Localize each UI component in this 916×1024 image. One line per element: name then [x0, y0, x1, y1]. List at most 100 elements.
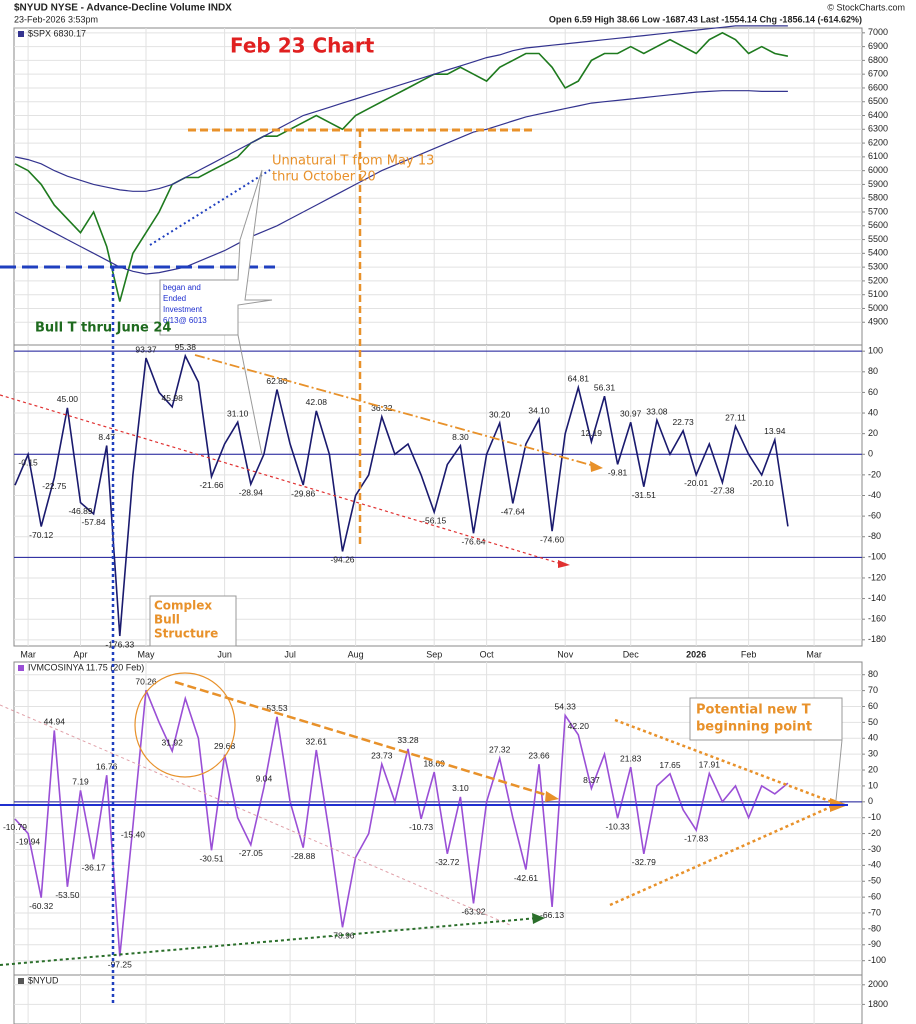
panel-frame — [13, 974, 863, 1024]
data-label: -46.89 — [68, 506, 92, 516]
data-label: 56.31 — [594, 382, 616, 392]
y-tick-label: -80 — [868, 923, 881, 933]
x-tick-label: Sep — [426, 649, 442, 659]
data-label: 42.08 — [306, 397, 328, 407]
header-quote: Open 6.59 High 38.66 Low -1687.43 Last -… — [549, 14, 862, 24]
annotation-line — [614, 718, 841, 807]
data-label: -63.92 — [461, 907, 485, 917]
y-tick-label: 80 — [868, 366, 878, 376]
data-label: -76.64 — [461, 537, 485, 547]
data-label: 30.20 — [489, 409, 511, 419]
data-label: -94.26 — [330, 555, 354, 565]
y-tick-label: 6100 — [868, 151, 888, 161]
band-line — [14, 90, 788, 275]
y-tick-label: -30 — [868, 844, 881, 854]
annotation-text: thru October 20 — [272, 170, 376, 185]
annotation-line — [0, 394, 566, 566]
annotation-text: began and — [163, 283, 201, 292]
y-tick-label: 70 — [868, 685, 878, 695]
arrow-head — [532, 913, 545, 924]
y-tick-label: 6200 — [868, 137, 888, 147]
data-label: 33.08 — [646, 406, 668, 416]
y-tick-label: -20 — [868, 828, 881, 838]
data-label: 45.98 — [162, 393, 184, 403]
arrow-head — [558, 560, 570, 568]
y-tick-label: 0 — [868, 449, 873, 459]
y-tick-label: 6600 — [868, 82, 888, 92]
data-label: -22.75 — [42, 481, 66, 491]
x-tick-label: Dec — [623, 649, 640, 659]
data-label: 13.94 — [764, 426, 786, 436]
annotation-line — [194, 354, 599, 468]
data-label: 34.10 — [528, 405, 550, 415]
data-label: -0.15 — [18, 458, 38, 468]
data-label: 45.00 — [57, 394, 79, 404]
legend-label: IVMCOSINYA 11.75 (20 Feb) — [28, 662, 144, 672]
y-tick-label: -100 — [868, 955, 886, 965]
x-tick-label: Mar — [806, 649, 822, 659]
y-tick-label: 5100 — [868, 289, 888, 299]
y-tick-label: 40 — [868, 407, 878, 417]
data-label: 3.10 — [452, 783, 469, 793]
annotation-text: Investment — [163, 305, 203, 314]
header-date: 23-Feb-2026 3:53pm — [14, 14, 98, 24]
data-label: -31.51 — [632, 490, 656, 500]
header-symbol: $NYUD NYSE - Advance-Decline Volume INDX — [14, 3, 232, 14]
data-label: 30.97 — [620, 409, 642, 419]
y-tick-label: 6400 — [868, 110, 888, 120]
data-label: -10.73 — [409, 822, 433, 832]
annotation-text: Bull — [154, 613, 180, 627]
y-tick-label: -120 — [868, 572, 886, 582]
data-label: -10.33 — [606, 821, 630, 831]
band-line — [14, 25, 788, 192]
callout-box — [149, 595, 237, 647]
data-label: -19.94 — [16, 837, 40, 847]
y-tick-label: 5900 — [868, 179, 888, 189]
legend-label: $NYUD — [28, 975, 59, 985]
x-tick-label: Oct — [480, 649, 495, 659]
y-tick-label: -140 — [868, 593, 886, 603]
data-label: -60.32 — [29, 901, 53, 911]
series-line — [14, 353, 789, 637]
data-label: -57.84 — [82, 517, 106, 527]
highlight-ellipse — [134, 672, 236, 778]
y-tick-label: -100 — [868, 552, 886, 562]
y-tick-label: -50 — [868, 876, 881, 886]
data-label: -27.38 — [710, 486, 734, 496]
data-label: -32.72 — [435, 857, 459, 867]
data-label: 27.32 — [489, 745, 511, 755]
annotation-text: 6/13@ 6013 — [163, 316, 207, 325]
y-tick-label: 6500 — [868, 96, 888, 106]
y-tick-label: -90 — [868, 939, 881, 949]
data-label: 21.83 — [620, 753, 642, 763]
y-tick-label: 6300 — [868, 124, 888, 134]
data-label: 23.73 — [371, 750, 393, 760]
annotation-line — [0, 704, 511, 926]
data-label: -74.60 — [540, 534, 564, 544]
data-label: 31.92 — [162, 737, 184, 747]
data-label: -28.94 — [239, 487, 263, 497]
callout-pointer — [237, 334, 263, 456]
x-tick-label: Mar — [20, 649, 36, 659]
y-tick-label: -180 — [868, 634, 886, 644]
data-label: 32.61 — [306, 736, 328, 746]
y-tick-label: 5000 — [868, 303, 888, 313]
data-label: -176.33 — [105, 639, 134, 649]
y-tick-label: -20 — [868, 469, 881, 479]
y-tick-label: 1800 — [868, 999, 888, 1009]
y-tick-label: 20 — [868, 428, 878, 438]
annotation-line — [0, 917, 539, 966]
y-tick-label: 5500 — [868, 234, 888, 244]
panels: 4900500051005200530054005500560057005800… — [3, 25, 888, 1024]
y-tick-label: 60 — [868, 701, 878, 711]
annotation-text: Bull T thru June 24 — [35, 321, 171, 336]
y-tick-label: -10 — [868, 812, 881, 822]
data-label: 42.20 — [568, 721, 590, 731]
y-tick-label: -160 — [868, 614, 886, 624]
callout-pointer — [835, 739, 843, 801]
data-label: -21.66 — [199, 480, 223, 490]
x-tick-label: 2026 — [686, 649, 706, 659]
y-tick-label: 60 — [868, 387, 878, 397]
data-label: 33.28 — [397, 735, 419, 745]
y-tick-label: -60 — [868, 892, 881, 902]
